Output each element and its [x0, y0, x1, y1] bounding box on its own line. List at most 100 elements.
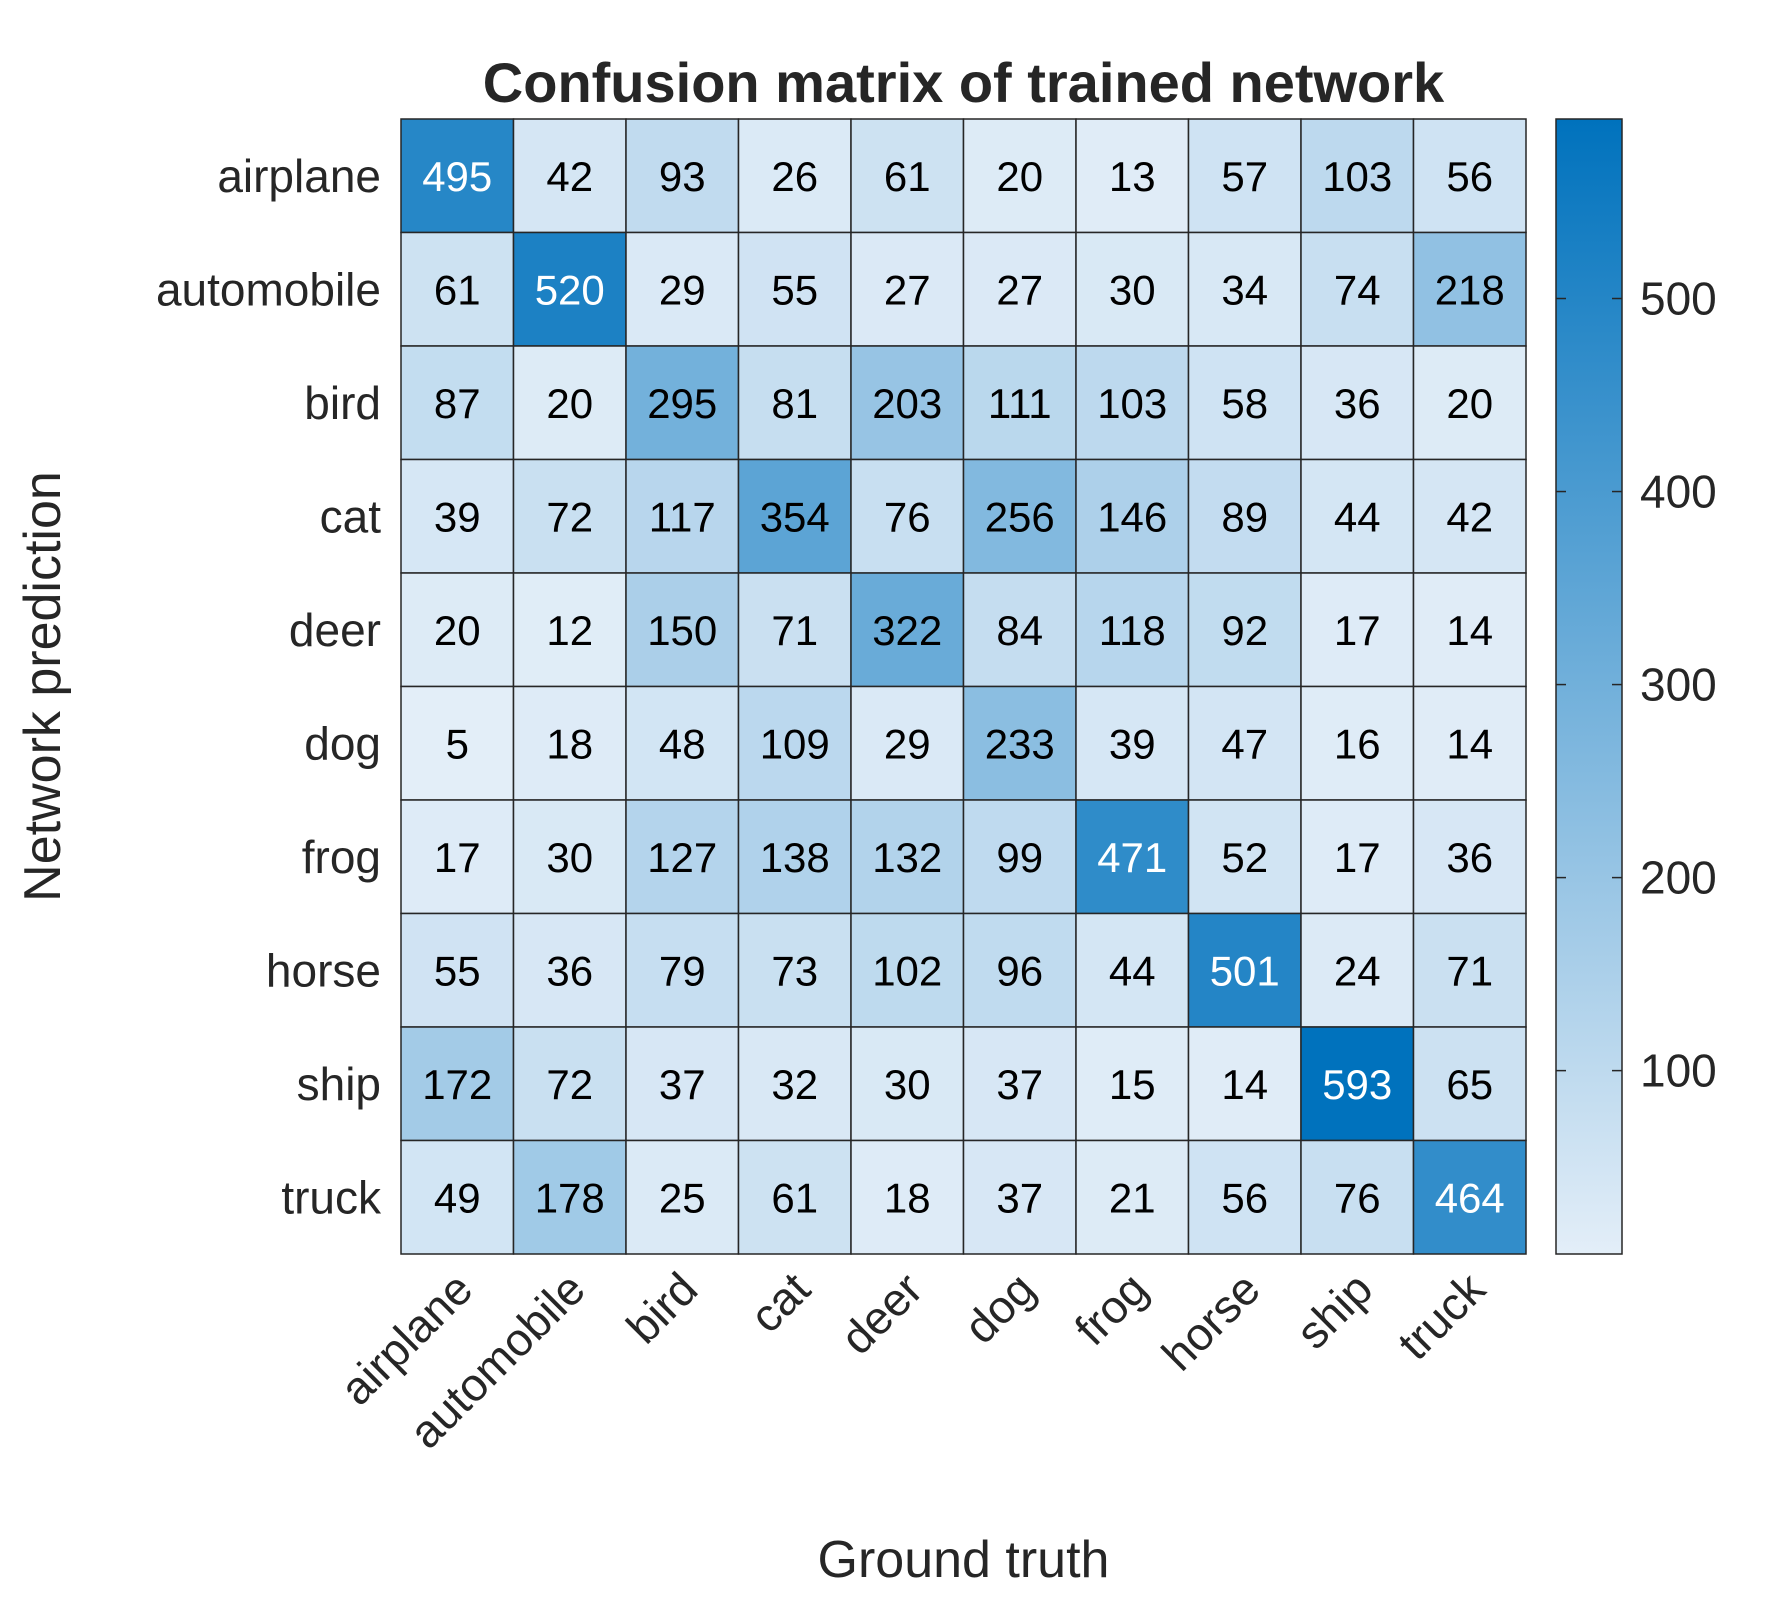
heatmap-cell [1300, 572, 1415, 688]
cell-value-label: 256 [985, 493, 1055, 540]
heatmap-cell [1187, 345, 1302, 461]
cell-value-label: 72 [546, 1061, 593, 1108]
heatmap-cell [1300, 685, 1415, 801]
cell-value-label: 13 [1109, 153, 1156, 200]
heatmap-cell [625, 118, 740, 234]
heatmap-cell [737, 685, 852, 801]
cell-value-label: 73 [771, 947, 818, 994]
colorbar-tick-label: 300 [1640, 659, 1717, 711]
heatmap-cell [512, 231, 627, 347]
y-tick-label: frog [302, 831, 381, 883]
heatmap-cell [1075, 345, 1190, 461]
cell-value-label: 39 [1109, 720, 1156, 767]
cell-value-label: 52 [1221, 834, 1268, 881]
heatmap-cell [400, 118, 515, 234]
cell-value-label: 96 [996, 947, 1043, 994]
heatmap-cell [1187, 458, 1302, 574]
cell-value-label: 520 [535, 266, 605, 313]
cell-value-label: 55 [771, 266, 818, 313]
heatmap-cell [1187, 231, 1302, 347]
cell-value-label: 18 [546, 720, 593, 767]
heatmap-cell [1075, 231, 1190, 347]
cell-value-label: 21 [1109, 1174, 1156, 1221]
heatmap-cell [400, 685, 515, 801]
heatmap-cell [962, 231, 1077, 347]
x-tick-label: deer [830, 1262, 932, 1364]
heatmap-cell [625, 685, 740, 801]
x-tick-label: ship [1286, 1262, 1382, 1358]
cell-value-label: 501 [1210, 947, 1280, 994]
heatmap-cell [512, 572, 627, 688]
heatmap-cell [962, 118, 1077, 234]
cell-value-label: 233 [985, 720, 1055, 767]
cell-value-label: 118 [1099, 607, 1166, 654]
heatmap-cell [1187, 572, 1302, 688]
cell-value-label: 42 [546, 153, 593, 200]
heatmap-cell [1412, 458, 1527, 574]
heatmap-cell [1187, 799, 1302, 915]
cell-value-label: 103 [1097, 380, 1167, 427]
cell-value-label: 16 [1334, 720, 1381, 767]
cell-value-label: 44 [1109, 947, 1156, 994]
cell-value-label: 354 [760, 493, 830, 540]
cell-value-label: 471 [1097, 834, 1167, 881]
cell-value-label: 593 [1322, 1061, 1392, 1108]
heatmap-cell [1187, 912, 1302, 1028]
cell-value-label: 55 [434, 947, 481, 994]
cell-value-label: 37 [996, 1174, 1043, 1221]
heatmap-cell [850, 1026, 965, 1142]
cell-value-label: 48 [659, 720, 706, 767]
heatmap-cell [737, 118, 852, 234]
cell-value-label: 34 [1221, 266, 1268, 313]
heatmap-cell [1075, 799, 1190, 915]
cell-value-label: 14 [1221, 1061, 1268, 1108]
heatmap-cell [1075, 572, 1190, 688]
cell-value-label: 14 [1446, 607, 1493, 654]
heatmap-cell [1187, 1026, 1302, 1142]
heatmap-cell [1300, 912, 1415, 1028]
y-tick-labels: airplane automobile bird cat deer dog frog hors… [156, 150, 382, 1224]
cell-value-label: 102 [872, 947, 942, 994]
cell-value-label: 322 [872, 607, 942, 654]
heatmap-cell [737, 799, 852, 915]
cell-value-label: 27 [884, 266, 931, 313]
cell-value-label: 76 [884, 493, 931, 540]
heatmap-cell [400, 799, 515, 915]
heatmap-cell [512, 118, 627, 234]
cell-value-label: 61 [771, 1174, 818, 1221]
y-tick-label: bird [304, 377, 381, 429]
cell-value-label: 20 [996, 153, 1043, 200]
y-tick-label: horse [266, 944, 381, 996]
y-tick-label: ship [297, 1058, 381, 1110]
x-tick-label: frog [1065, 1262, 1158, 1355]
cell-value-label: 84 [996, 607, 1043, 654]
heatmap-cell [850, 1139, 965, 1255]
cell-value-label: 495 [422, 153, 492, 200]
cell-value-label: 17 [1334, 834, 1381, 881]
heatmap-cell [512, 1139, 627, 1255]
heatmap-cell [962, 1139, 1077, 1255]
heatmap-cell [625, 1026, 740, 1142]
heatmap-cell [962, 799, 1077, 915]
cell-value-label: 71 [771, 607, 818, 654]
heatmap-cell [1412, 231, 1527, 347]
heatmap-cell [962, 685, 1077, 801]
cell-value-label: 61 [434, 266, 481, 313]
cell-value-label: 36 [1334, 380, 1381, 427]
cell-value-label: 49 [434, 1174, 481, 1221]
heatmap-cell [1412, 1139, 1527, 1255]
heatmap-cell [737, 1026, 852, 1142]
cell-value-label: 56 [1446, 153, 1493, 200]
cell-value-label: 47 [1221, 720, 1268, 767]
cell-value-label: 61 [884, 153, 931, 200]
heatmap-cell [962, 572, 1077, 688]
colorbar-tick-label: 200 [1640, 852, 1717, 904]
heatmap-cell [1075, 1139, 1190, 1255]
cell-value-label: 56 [1221, 1174, 1268, 1221]
cell-value-label: 12 [546, 607, 593, 654]
heatmap-cell [737, 912, 852, 1028]
y-tick-label: automobile [156, 263, 381, 315]
